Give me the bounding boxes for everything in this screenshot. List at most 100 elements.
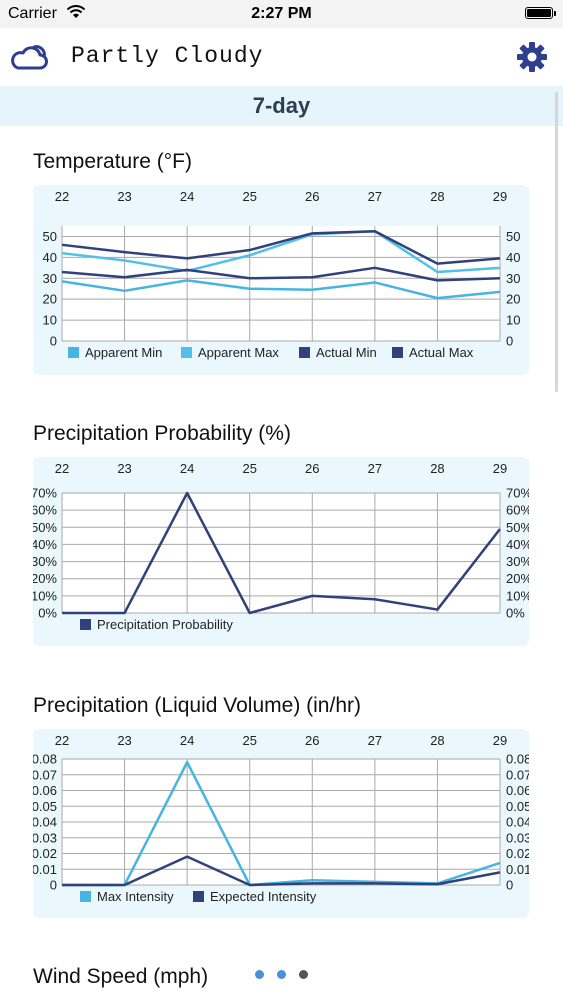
y-tick-label-right: 0.03 [506, 830, 529, 845]
status-bar: Carrier 2:27 PM [0, 0, 563, 28]
series-line-precipitation-probability [62, 491, 501, 615]
series-line-actual-min [61, 266, 501, 282]
page-dot[interactable] [299, 970, 308, 979]
precipitation-probability-chart: 22 23 24 25 26 27 28 29 0% 0% 10% 10% 20% 20% 30% 30% 40… [31, 461, 532, 632]
x-tick-label: 26 [305, 733, 319, 748]
precipitation-probability-chart-card: 22 23 24 25 26 27 28 29 0% 0% 10% 10% 20% 20% 30% 30% 40… [31, 457, 532, 646]
x-tick-label: 27 [368, 461, 382, 476]
y-tick-label-left: 30% [33, 554, 57, 569]
y-tick-label-right: 0.01 [506, 862, 529, 877]
y-tick-label-left: 50% [33, 520, 57, 535]
y-tick-label-left: 0% [38, 606, 57, 621]
y-tick-label-left: 30 [43, 271, 57, 286]
y-tick-label-left: 0.03 [33, 830, 57, 845]
y-tick-label-right: 10 [506, 313, 520, 328]
plot-area [62, 493, 500, 613]
legend-swatch [181, 347, 192, 358]
x-tick-label: 28 [430, 189, 444, 204]
y-tick-label-left: 40 [43, 250, 57, 265]
x-tick-label: 25 [242, 461, 256, 476]
x-tick-label: 28 [430, 461, 444, 476]
y-tick-label-right: 50 [506, 229, 520, 244]
y-tick-label-right: 40 [506, 250, 520, 265]
x-tick-label: 22 [55, 733, 69, 748]
series-line-expected-intensity [62, 855, 501, 887]
legend-swatch [80, 891, 91, 902]
y-tick-label-left: 20% [33, 571, 57, 586]
y-tick-label-left: 0.05 [33, 799, 57, 814]
x-tick-label: 29 [493, 461, 507, 476]
x-tick-label: 23 [117, 189, 131, 204]
y-tick-label-right: 0.08 [506, 752, 529, 767]
page-dot[interactable] [255, 970, 264, 979]
y-tick-label-left: 10 [43, 313, 57, 328]
series-line-actual-max [61, 229, 501, 265]
y-tick-label-left: 40% [33, 537, 57, 552]
x-tick-label: 22 [55, 461, 69, 476]
legend-label: Precipitation Probability [97, 617, 233, 632]
y-tick-label-right: 0.02 [506, 846, 529, 861]
precipitation-probability-title: Precipitation Probability (%) [33, 422, 291, 445]
gear-icon[interactable] [516, 41, 548, 78]
legend-label: Actual Min [316, 345, 377, 360]
series-line-apparent-min [61, 279, 501, 300]
wifi-icon [66, 4, 86, 25]
y-tick-label-right: 20% [506, 571, 529, 586]
x-tick-label: 24 [180, 461, 194, 476]
legend-label: Max Intensity [97, 889, 174, 904]
y-tick-label-right: 0.07 [506, 767, 529, 782]
y-tick-label-right: 50% [506, 520, 529, 535]
x-tick-label: 27 [368, 189, 382, 204]
y-tick-label-left: 0.01 [33, 862, 57, 877]
precipitation-volume-title: Precipitation (Liquid Volume) (in/hr) [33, 694, 361, 717]
x-tick-label: 26 [305, 189, 319, 204]
legend-label: Actual Max [409, 345, 474, 360]
y-tick-label-left: 10% [33, 588, 57, 603]
location-title: Partly Cloudy [71, 43, 264, 69]
x-tick-label: 25 [242, 189, 256, 204]
wind-speed-title: Wind Speed (mph) [33, 965, 209, 988]
legend-label: Apparent Max [198, 345, 279, 360]
temperature-title: Temperature (°F) [33, 150, 192, 173]
series-line-apparent-max [61, 229, 501, 274]
plot-area [62, 226, 500, 341]
carrier-label: Carrier [8, 5, 57, 22]
temperature-chart-card: 22 23 24 25 26 27 28 29 0 0 10 10 20 20 30 30 40 40 50 50 Ap… [33, 185, 529, 375]
legend-label: Expected Intensity [210, 889, 317, 904]
y-tick-label-left: 0.02 [33, 846, 57, 861]
tab-7-day[interactable]: 7-day [0, 86, 563, 126]
page-dot[interactable] [277, 970, 286, 979]
y-tick-label-left: 70% [33, 486, 57, 501]
x-tick-label: 24 [180, 733, 194, 748]
y-tick-label-right: 40% [506, 537, 529, 552]
y-tick-label-left: 0 [50, 334, 57, 349]
y-tick-label-left: 0.07 [33, 767, 57, 782]
y-tick-label-right: 10% [506, 588, 529, 603]
x-tick-label: 25 [242, 733, 256, 748]
y-tick-label-left: 0.08 [33, 752, 57, 767]
status-time: 2:27 PM [251, 5, 312, 22]
y-tick-label-left: 20 [43, 292, 57, 307]
y-tick-label-right: 0.05 [506, 799, 529, 814]
y-tick-label-right: 0 [506, 878, 513, 893]
x-tick-label: 28 [430, 733, 444, 748]
y-tick-label-left: 50 [43, 229, 57, 244]
y-tick-label-left: 0.04 [33, 815, 57, 830]
y-tick-label-right: 60% [506, 503, 529, 518]
legend-label: Apparent Min [85, 345, 162, 360]
cloud-icon [10, 38, 50, 79]
y-tick-label-right: 30 [506, 271, 520, 286]
y-tick-label-right: 30% [506, 554, 529, 569]
x-tick-label: 26 [305, 461, 319, 476]
precipitation-volume-chart: 22 23 24 25 26 27 28 290 00.01 0.010.02 0.020.03 0.… [32, 733, 532, 904]
temperature-chart: 22 23 24 25 26 27 28 29 0 0 10 10 20 20 30 30 40 40 50 50 Ap… [43, 189, 521, 360]
x-tick-label: 24 [180, 189, 194, 204]
scroll-indicator [555, 92, 558, 392]
y-tick-label-left: 0.06 [33, 783, 57, 798]
x-tick-label: 27 [368, 733, 382, 748]
y-tick-label-right: 0% [506, 606, 525, 621]
y-tick-label-left: 60% [33, 503, 57, 518]
x-tick-label: 29 [493, 733, 507, 748]
legend-swatch [299, 347, 310, 358]
x-tick-label: 23 [117, 733, 131, 748]
